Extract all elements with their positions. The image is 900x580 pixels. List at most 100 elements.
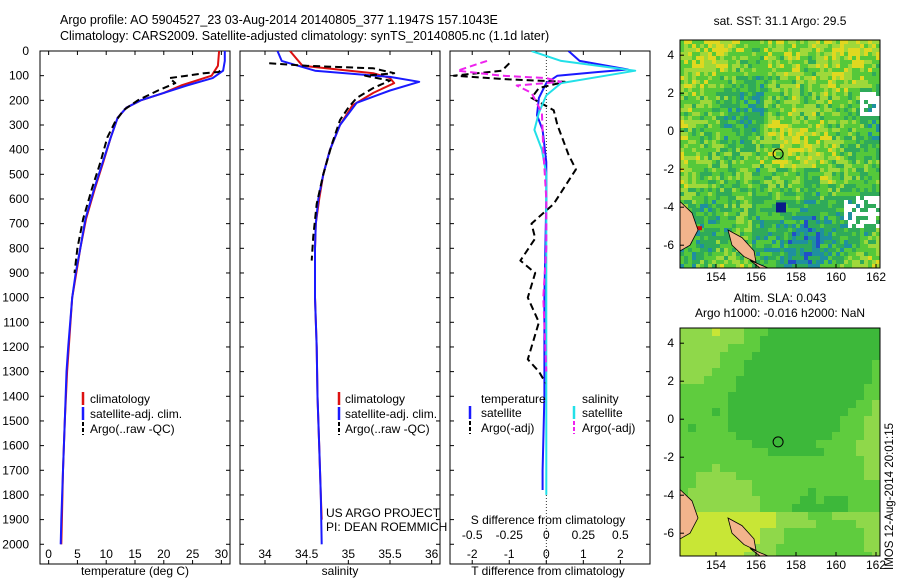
map-cell (768, 112, 773, 117)
map-cell (712, 160, 717, 165)
map-cell (828, 252, 833, 257)
map-cell (828, 168, 833, 173)
map-cell (784, 116, 789, 121)
map-cell (840, 188, 845, 193)
map-cell (844, 56, 849, 61)
map-cell (820, 196, 825, 201)
map-cell (872, 120, 877, 125)
map-cell (696, 416, 705, 425)
map-cell (840, 552, 849, 556)
map-cell (868, 160, 873, 165)
map-cell (684, 116, 689, 121)
map-cell (692, 116, 697, 121)
map-cell (688, 56, 693, 61)
map-cell (800, 368, 809, 377)
map-cell (872, 544, 880, 553)
map-cell (800, 100, 805, 105)
legend-t-satellite-label: satellite (481, 406, 522, 420)
map-cell (768, 212, 773, 217)
map-cell (820, 84, 825, 89)
map-cell (872, 72, 877, 77)
map-cell (768, 68, 773, 73)
map-cell (728, 448, 737, 457)
sst-map-title: sat. SST: 31.1 Argo: 29.5 (714, 14, 847, 28)
map-cell (728, 108, 733, 113)
map-cell (748, 224, 753, 229)
map-cell (692, 164, 697, 169)
map-cell (716, 224, 721, 229)
map-cell (792, 360, 801, 369)
map-cell (804, 96, 809, 101)
map-cell (860, 204, 865, 209)
map-cell (680, 88, 685, 93)
map-cell (828, 80, 833, 85)
map-cell (840, 124, 845, 129)
map-cell (852, 160, 857, 165)
map-cell (752, 512, 761, 521)
map-cell (736, 424, 745, 433)
map-cell (700, 224, 705, 229)
map-cell (820, 152, 825, 157)
map-cell (868, 108, 873, 113)
map-cell (740, 104, 745, 109)
map-cell (852, 220, 857, 225)
map-cell (784, 200, 789, 205)
map-cell (872, 528, 880, 537)
map-cell (768, 408, 777, 417)
map-cell (680, 248, 685, 253)
map-cell (828, 188, 833, 193)
map-cell (864, 140, 869, 145)
map-cell (820, 100, 825, 105)
map-cell (744, 232, 749, 237)
map-cell (696, 236, 701, 241)
map-cell (816, 108, 821, 113)
map-cell (772, 92, 777, 97)
map-cell (720, 80, 725, 85)
map-cell (800, 260, 805, 265)
map-cell (680, 472, 689, 481)
map-cell (852, 224, 857, 229)
map-cell (848, 112, 853, 117)
map-cell (792, 256, 797, 261)
depth-tick-label: 1600 (2, 439, 29, 453)
map-cell (780, 212, 785, 217)
map-cell (792, 188, 797, 193)
map-cell (708, 112, 713, 117)
map-cell (752, 520, 761, 529)
map-cell (704, 344, 713, 353)
map-cell (816, 56, 821, 61)
map-cell (836, 204, 841, 209)
map-cell (736, 108, 741, 113)
map-cell (864, 56, 869, 61)
map-cell (772, 120, 777, 125)
map-cell (760, 220, 765, 225)
map-cell (788, 44, 793, 49)
map-cell (744, 236, 749, 241)
map-cell (840, 56, 845, 61)
map-cell (748, 132, 753, 137)
map-cell (840, 84, 845, 89)
map-cell (724, 248, 729, 253)
map-cell (768, 144, 773, 149)
map-cell (832, 464, 841, 473)
map-cell (788, 204, 793, 209)
map-cell (844, 260, 849, 265)
map-cell (824, 424, 833, 433)
map-cell (816, 456, 825, 465)
map-cell (864, 240, 869, 245)
map-cell (692, 256, 697, 261)
map-cell (824, 196, 829, 201)
map-cell (720, 172, 725, 177)
map-cell (868, 168, 873, 173)
map-cell (748, 72, 753, 77)
map-cell (824, 376, 833, 385)
map-cell (768, 96, 773, 101)
map-cell (776, 228, 781, 233)
map-cell (824, 44, 829, 49)
map-cell (800, 392, 809, 401)
map-cell (680, 44, 685, 49)
map-cell (680, 448, 689, 457)
map-cell (876, 188, 880, 193)
map-cell (704, 116, 709, 121)
map-cell (744, 80, 749, 85)
